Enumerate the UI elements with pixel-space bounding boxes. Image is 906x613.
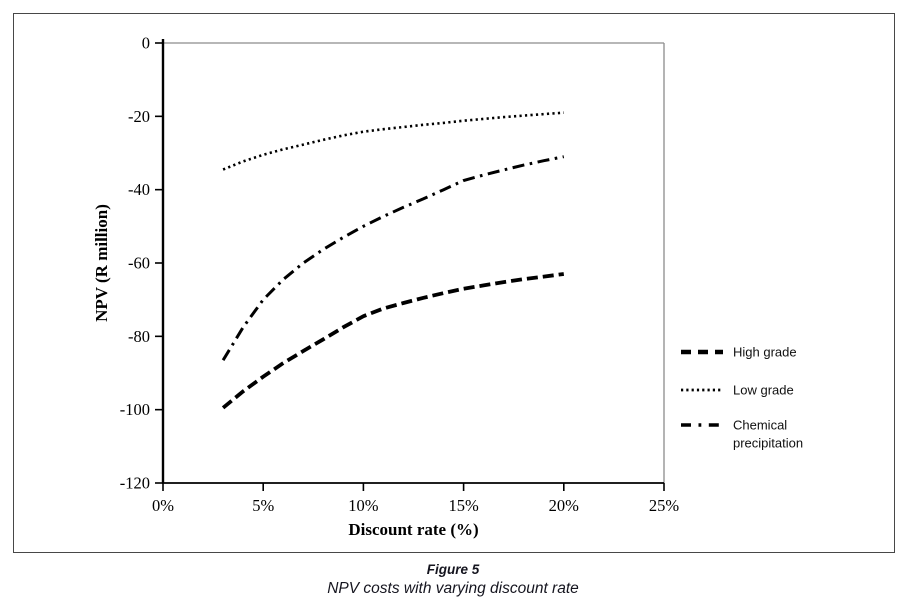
x-tick-label: 0% (152, 496, 174, 515)
y-tick-label: -20 (128, 107, 150, 126)
x-axis-title: Discount rate (%) (348, 520, 478, 539)
x-tick-label: 20% (549, 496, 580, 515)
y-tick-label: -60 (128, 254, 150, 273)
series-line-chemical-precipitation (221, 155, 565, 361)
legend-label-low-grade: Low grade (733, 383, 794, 398)
figure-caption-subtitle: NPV costs with varying discount rate (327, 580, 579, 597)
y-axis-title: NPV (R million) (92, 204, 111, 322)
y-tick-label: -120 (120, 474, 150, 493)
y-tick-label: -40 (128, 180, 150, 199)
legend-label-high-grade: High grade (733, 345, 797, 360)
x-tick-label: 25% (649, 496, 680, 515)
y-tick-label: -80 (128, 327, 150, 346)
series-line-high-grade (221, 272, 565, 410)
x-tick-label: 10% (348, 496, 379, 515)
y-tick-label: -100 (120, 400, 150, 419)
figure-caption: Figure 5 NPV costs with varying discount… (0, 562, 906, 598)
y-tick-label: 0 (142, 34, 150, 53)
x-tick-label: 15% (448, 496, 479, 515)
x-tick-label: 5% (252, 496, 274, 515)
figure-caption-title: Figure 5 (426, 562, 480, 577)
chart-figure-box: 0 -20 -40 -60 -80 -100 -120 0% 5% 10% 15% 20% 25% Dis… (13, 13, 895, 553)
series-line-low-grade (222, 111, 564, 171)
legend-label-chemical-precipitation: Chemical precipitation (733, 418, 803, 451)
